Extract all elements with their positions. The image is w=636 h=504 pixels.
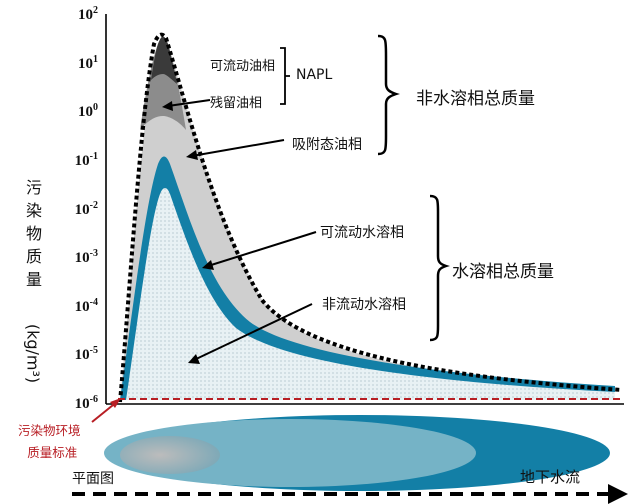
total-envelope-line: [118, 32, 623, 403]
flow-arrow-head: [608, 484, 628, 504]
y-tick: 10-3: [74, 248, 98, 266]
label-nonaqueous-total: 非水溶相总质量: [416, 89, 535, 109]
mobile-napl-region: [151, 36, 177, 84]
label-mobile-aqueous: 可流动水溶相: [320, 225, 404, 241]
arrow-sorbed-napl: [191, 139, 285, 157]
immobile-aqueous-region: [126, 188, 615, 400]
aqueous-bracket: [429, 194, 450, 342]
y-axis-unit: (kg/m³): [23, 323, 43, 384]
label-napl: NAPL: [296, 67, 333, 83]
sorbed-napl-region: [120, 36, 615, 400]
residual-napl-region: [140, 36, 186, 130]
leader-arrows: [167, 99, 317, 361]
arrow-mobile-aqueous: [207, 231, 317, 267]
label-sorbed-napl: 吸附态油相: [292, 137, 362, 153]
y-tick: 100: [78, 102, 98, 120]
label-plan-view: 平面图: [72, 471, 114, 487]
y-tick: 10-4: [74, 297, 98, 315]
y-axis-label: 污 染 物 质 量: [25, 178, 42, 289]
y-tick: 10-6: [74, 394, 98, 412]
y-tick: 10-2: [74, 200, 98, 218]
y-tick: 101: [78, 54, 98, 72]
standard-arrow-head: [110, 398, 121, 408]
plan-view-inner-ellipse: [120, 436, 220, 474]
arrow-immobile-aqueous: [193, 303, 313, 361]
label-groundwater-flow: 地下水流: [520, 468, 581, 486]
y-tick: 102: [78, 5, 98, 23]
label-immobile-aqueous: 非流动水溶相: [322, 297, 406, 313]
nonaqueous-bracket: [377, 34, 400, 156]
napl-bracket: [280, 47, 290, 105]
label-mobile-napl: 可流动油相: [210, 59, 276, 74]
y-tick: 10-1: [74, 151, 98, 169]
label-aqueous-total: 水溶相总质量: [452, 262, 554, 282]
y-tick: 10-5: [74, 345, 98, 363]
arrow-heads: [162, 101, 214, 364]
label-environmental-standard: 污染物环境 质量标准: [18, 423, 81, 460]
label-residual-napl: 残留油相: [210, 96, 263, 111]
arrow-residual-napl: [167, 99, 211, 107]
